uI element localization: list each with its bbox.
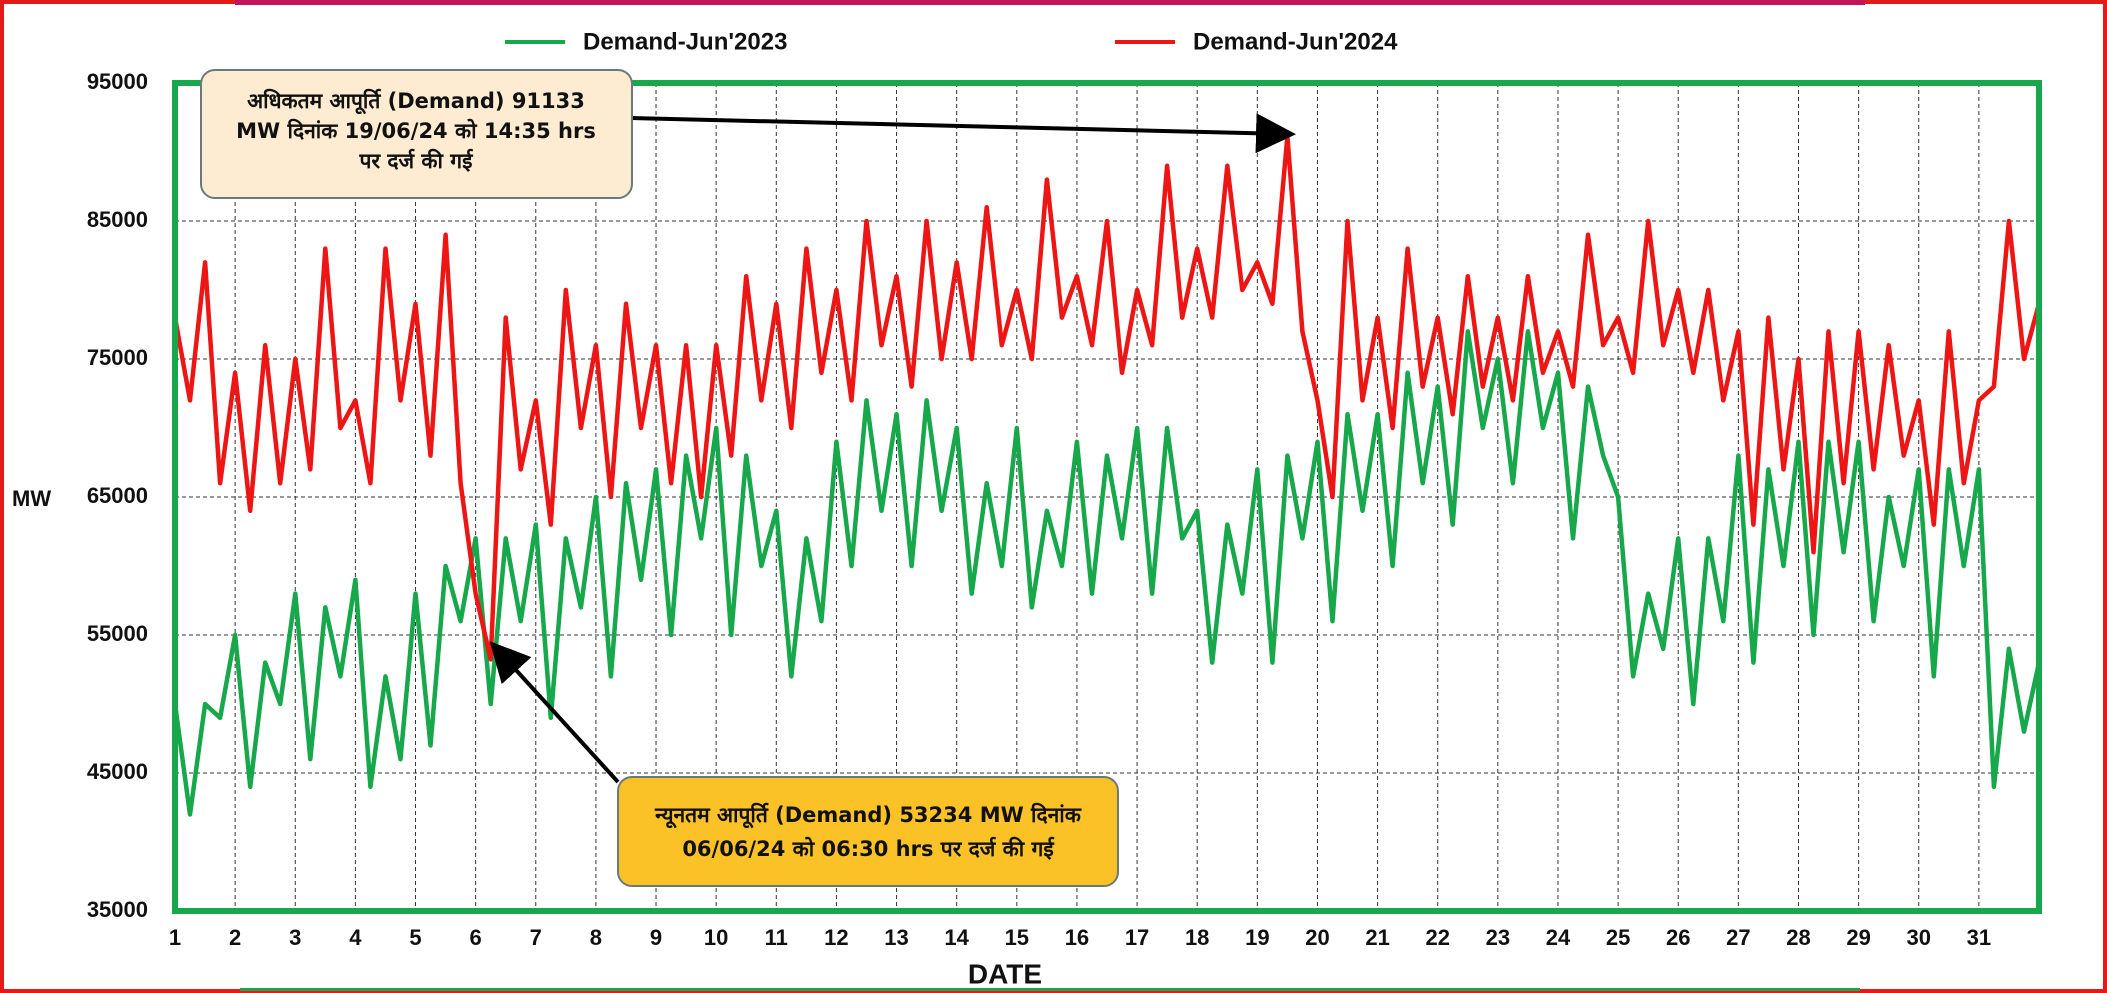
x-tick-label: 25 <box>1606 925 1630 950</box>
x-tick-label: 26 <box>1666 925 1690 950</box>
x-tick-label: 29 <box>1846 925 1870 950</box>
x-tick-label: 20 <box>1305 925 1329 950</box>
legend-label: Demand-Jun'2024 <box>1193 28 1398 55</box>
x-tick-label: 2 <box>229 925 241 950</box>
y-tick-label: 35000 <box>87 897 148 922</box>
y-tick-label: 45000 <box>87 759 148 784</box>
x-tick-label: 5 <box>409 925 421 950</box>
annotation-box <box>200 69 633 199</box>
x-tick-label: 31 <box>1967 925 1991 950</box>
top-bar <box>235 0 1865 5</box>
x-tick-label: 15 <box>1005 925 1029 950</box>
x-tick-label: 12 <box>824 925 848 950</box>
x-tick-label: 22 <box>1425 925 1449 950</box>
legend: Demand-Jun'2023 Demand-Jun'2024 <box>505 28 1398 55</box>
y-tick-label: 95000 <box>87 69 148 94</box>
x-tick-label: 30 <box>1906 925 1930 950</box>
series-line <box>172 329 2042 817</box>
annotation-text: 06/06/24 को 06:30 hrs पर दर्ज की गई <box>682 836 1054 861</box>
y-tick-label: 85000 <box>87 207 148 232</box>
bottom-bar <box>240 988 1860 991</box>
x-tick-label: 17 <box>1125 925 1149 950</box>
x-tick-label: 24 <box>1546 925 1571 950</box>
arrow <box>489 641 620 784</box>
x-tick-label: 13 <box>884 925 908 950</box>
x-axis-label: DATE <box>968 958 1042 989</box>
x-tick-label: 16 <box>1065 925 1089 950</box>
x-tick-label: 28 <box>1786 925 1810 950</box>
lines <box>172 134 2042 817</box>
annotation-text: MW दिनांक 19/06/24 को 14:35 hrs <box>236 118 596 143</box>
annotation-text: न्यूनतम आपूर्ति (Demand) 53234 MW दिनांक <box>654 802 1082 829</box>
plot-border <box>172 80 2042 914</box>
x-tick-label: 3 <box>289 925 301 950</box>
series-line <box>172 134 2042 662</box>
x-tick-label: 23 <box>1486 925 1510 950</box>
x-tick-label: 11 <box>765 925 788 950</box>
x-tick-label: 4 <box>349 925 362 950</box>
x-tick-label: 19 <box>1245 925 1269 950</box>
x-tick-label: 27 <box>1726 925 1750 950</box>
annotation-box <box>617 776 1119 887</box>
x-tick-label: 8 <box>590 925 602 950</box>
y-tick-label: 55000 <box>87 621 148 646</box>
x-tick-label: 7 <box>530 925 542 950</box>
arrow <box>631 113 1296 154</box>
x-tick-label: 1 <box>169 925 181 950</box>
x-tick-label: 10 <box>704 925 728 950</box>
x-tick-label: 21 <box>1365 925 1389 950</box>
y-axis-label: MW <box>12 486 51 511</box>
x-tick-label: 18 <box>1185 925 1209 950</box>
x-tick-label: 9 <box>650 925 662 950</box>
annotation-text: अधिकतम आपूर्ति (Demand) 91133 <box>247 88 585 115</box>
legend-label: Demand-Jun'2023 <box>583 28 787 55</box>
annotation-text: पर दर्ज की गई <box>359 148 474 173</box>
x-tick-label: 6 <box>470 925 482 950</box>
y-tick-label: 65000 <box>87 483 148 508</box>
x-tick-label: 14 <box>944 925 969 950</box>
annotations: अधिकतम आपूर्ति (Demand) 91133 MW दिनांक 1… <box>236 88 1082 861</box>
y-tick-label: 75000 <box>87 345 148 370</box>
